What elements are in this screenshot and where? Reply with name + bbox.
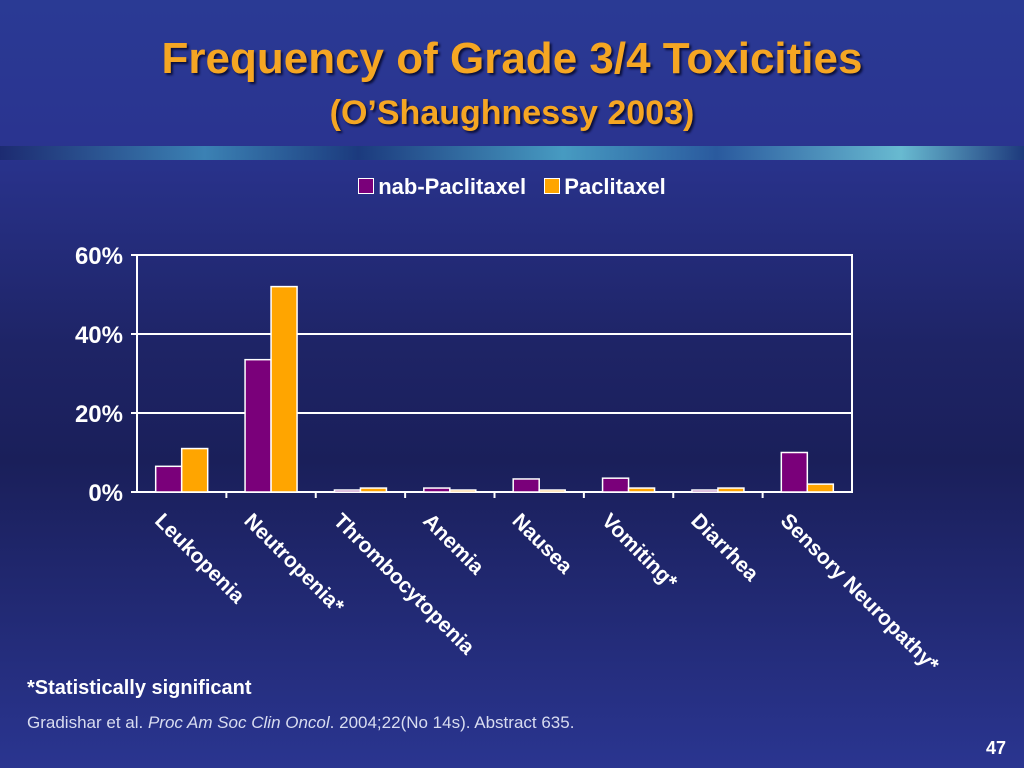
bar-paclitaxel-5 [627,487,656,493]
bar-nab-paclitaxel-0 [154,465,183,493]
bar-nab-paclitaxel-3 [423,487,451,493]
bar-paclitaxel-2 [359,487,388,493]
bar-nab-paclitaxel-7 [780,451,809,493]
slide-title: Frequency of Grade 3/4 Toxicities [161,34,863,83]
reference-journal: Proc Am Soc Clin Oncol [147,713,330,732]
bar-nab-paclitaxel-4 [512,478,540,493]
legend-item-paclitaxel: Paclitaxel [544,174,666,200]
page-number: 47 [985,738,1006,758]
decorative-divider [0,146,1024,160]
bar-nab-paclitaxel-5 [601,477,630,493]
bar-paclitaxel-0 [180,447,209,493]
slide-subtitle: (O’Shaughnessy 2003) [329,94,695,132]
x-tick-label-4: Nausea [508,509,577,578]
x-tick-label-6: Diarrhea [686,509,763,586]
plot-frame [136,254,853,493]
reference-citation: Gradishar et al. Proc Am Soc Clin Oncol.… [27,713,574,733]
legend-item-nab-paclitaxel: nab-Paclitaxel [358,174,526,200]
reference-details: . 2004;22(No 14s). Abstract 635. [329,713,575,732]
bar-paclitaxel-4 [538,489,566,493]
chart-legend: nab-Paclitaxel Paclitaxel [0,174,1024,200]
bar-nab-paclitaxel-2 [333,489,362,493]
footnote-significance: *Statistically significant [27,677,252,699]
bar-chart: 0%20%40%60%LeukopeniaNeutropenia*Thrombo… [75,243,944,677]
y-tick-label-3: 60% [75,243,123,270]
bar-paclitaxel-3 [449,489,477,493]
bar-paclitaxel-7 [806,483,835,493]
x-tick-label-7: Sensory Neuropathy* [776,509,944,677]
bar-nab-paclitaxel-1 [244,358,272,493]
legend-label-paclitaxel: Paclitaxel [564,174,666,199]
bar-paclitaxel-1 [270,285,298,493]
bar-nab-paclitaxel-6 [691,489,719,493]
x-tick-label-0: Leukopenia [150,509,249,608]
reference-authors: Gradishar et al. [27,713,148,732]
y-tick-label-0: 0% [88,480,123,507]
x-tick-label-5: Vomiting* [597,509,682,594]
legend-label-nab-paclitaxel: nab-Paclitaxel [378,174,527,199]
x-tick-label-3: Anemia [418,509,488,579]
bar-paclitaxel-6 [717,487,745,493]
legend-swatch-nab-paclitaxel [358,178,375,195]
y-tick-label-2: 40% [75,322,123,349]
legend-swatch-paclitaxel [544,178,561,195]
y-tick-label-1: 20% [75,401,123,428]
